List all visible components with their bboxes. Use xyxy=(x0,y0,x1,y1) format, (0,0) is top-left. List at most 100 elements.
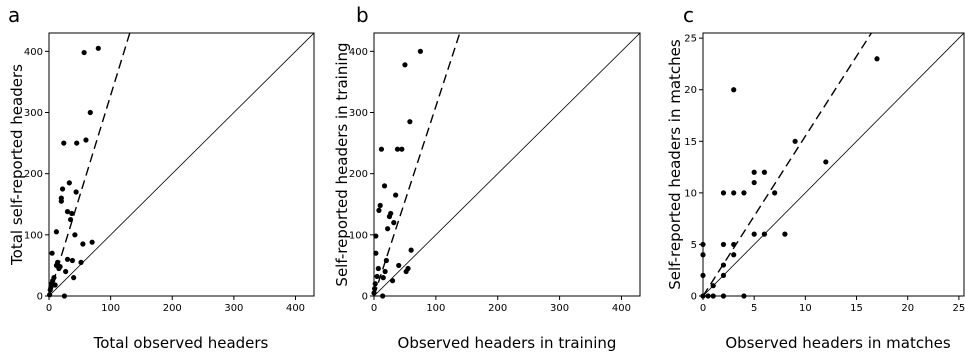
y-tick-label: 0 xyxy=(691,292,697,303)
data-point xyxy=(69,210,75,217)
data-point xyxy=(373,250,379,256)
data-point xyxy=(80,241,86,247)
x-tick-label: 100 xyxy=(101,303,120,314)
data-point xyxy=(751,169,757,175)
data-point xyxy=(61,140,67,146)
data-point xyxy=(378,146,385,152)
x-axis-label: Observed headers in training xyxy=(398,334,617,352)
data-point xyxy=(761,169,768,175)
data-point xyxy=(705,293,711,299)
panel-a: 0 100 200 300 400 0 100 200 300 400 Total observed… xyxy=(8,3,315,352)
panel-letter: a xyxy=(8,3,20,27)
data-point xyxy=(393,192,399,198)
x-tick-label: 300 xyxy=(224,303,243,314)
x-tick-label: 15 xyxy=(850,303,863,314)
data-point xyxy=(731,241,737,248)
data-point xyxy=(720,272,727,278)
data-point xyxy=(761,231,768,237)
data-point xyxy=(399,146,405,152)
data-point xyxy=(389,278,396,284)
data-point xyxy=(782,231,788,237)
data-point xyxy=(381,183,388,189)
data-point xyxy=(47,292,53,298)
data-point xyxy=(388,210,394,217)
data-point xyxy=(405,265,411,272)
plot-frame xyxy=(373,32,641,297)
x-tick-label: 0 xyxy=(700,303,706,314)
identity-line xyxy=(49,33,314,296)
data-point xyxy=(731,87,737,93)
data-point xyxy=(372,281,378,287)
data-point xyxy=(874,56,880,62)
data-point xyxy=(407,119,413,125)
data-point xyxy=(380,275,386,281)
y-tick-label: 15 xyxy=(684,137,697,148)
data-point xyxy=(72,232,78,238)
panel-letter: c xyxy=(683,3,694,27)
data-point xyxy=(376,207,382,213)
x-tick-label: 400 xyxy=(286,303,305,314)
y-tick-label: 100 xyxy=(24,230,43,241)
data-point xyxy=(772,190,778,196)
data-point xyxy=(402,62,408,68)
data-point xyxy=(59,186,66,192)
data-point xyxy=(741,190,747,196)
identity-line xyxy=(703,33,964,296)
y-tick-label: 0 xyxy=(362,292,368,303)
identity-line xyxy=(374,33,640,296)
data-point xyxy=(380,293,386,299)
data-point xyxy=(64,208,71,215)
y-tick-label: 200 xyxy=(24,169,43,180)
data-point xyxy=(375,265,381,272)
data-point xyxy=(49,250,55,256)
x-tick-label: 200 xyxy=(488,303,507,314)
y-tick-label: 200 xyxy=(349,169,368,180)
y-tick-label: 25 xyxy=(684,34,697,45)
data-point xyxy=(700,241,706,248)
data-point xyxy=(720,190,727,196)
data-point xyxy=(66,180,72,186)
data-point xyxy=(792,138,798,144)
x-tick-label: 100 xyxy=(426,303,445,314)
data-point xyxy=(396,262,402,269)
fit-line xyxy=(374,33,461,296)
x-tick-label: 300 xyxy=(550,303,569,314)
y-tick-label: 300 xyxy=(349,108,368,119)
data-point xyxy=(377,202,383,209)
data-point xyxy=(83,137,89,143)
data-point xyxy=(71,275,77,281)
data-point xyxy=(731,190,737,196)
data-point xyxy=(69,257,76,264)
data-point xyxy=(372,286,378,292)
plot-frame xyxy=(48,32,315,297)
data-point xyxy=(74,140,80,146)
data-point xyxy=(720,262,727,268)
data-point xyxy=(53,229,59,235)
data-point xyxy=(95,45,101,51)
y-axis-label: Self-reported headers in matches xyxy=(666,39,684,290)
data-point xyxy=(373,233,379,239)
data-point xyxy=(57,264,63,270)
data-point xyxy=(720,241,727,248)
data-point xyxy=(371,290,377,296)
data-point xyxy=(417,48,423,54)
data-point xyxy=(64,256,71,262)
data-point xyxy=(58,195,64,201)
data-point xyxy=(374,273,380,280)
x-tick-label: 400 xyxy=(612,303,631,314)
x-axis-label: Observed headers in matches xyxy=(725,334,950,352)
data-point xyxy=(720,293,727,299)
y-tick-label: 0 xyxy=(37,292,43,303)
data-point xyxy=(700,272,706,278)
data-point xyxy=(700,252,706,258)
x-tick-label: 0 xyxy=(46,303,52,314)
x-tick-label: 5 xyxy=(751,303,757,314)
fit-line xyxy=(49,33,131,296)
data-point xyxy=(385,226,391,232)
x-tick-label: 20 xyxy=(901,303,914,314)
data-point xyxy=(73,189,79,195)
y-tick-label: 100 xyxy=(349,230,368,241)
data-point xyxy=(751,231,757,237)
fit-line xyxy=(703,33,872,296)
